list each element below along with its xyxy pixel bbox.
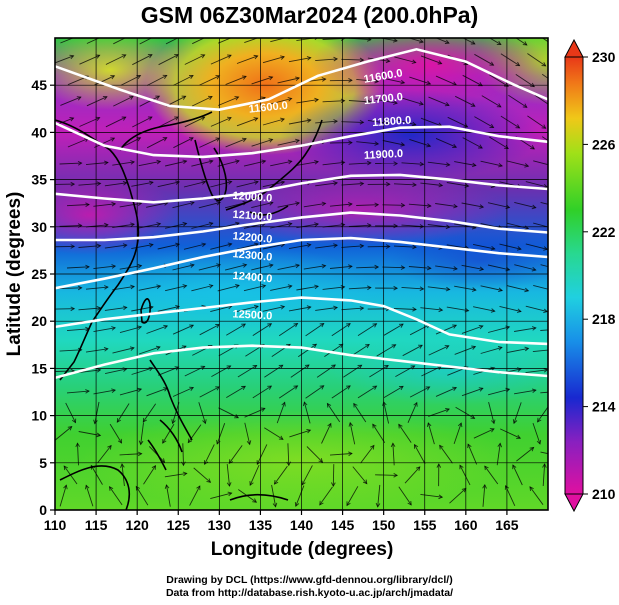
chart-title: GSM 06Z30Mar2024 (200.0hPa) <box>140 2 479 28</box>
coast-new-guinea <box>229 493 289 501</box>
y-tick-label: 25 <box>31 266 47 282</box>
contour-label: 12100.0 <box>232 209 273 224</box>
colorbar-ticks: 230 226 222 218 214 210 <box>583 49 616 502</box>
coastlines <box>55 111 323 510</box>
contour-label: 12500.0 <box>232 308 272 322</box>
y-tick-label: 5 <box>39 455 47 471</box>
x-axis: 110 115 120 125 130 135 140 145 150 155 160 165 <box>44 510 519 533</box>
contour-line <box>55 173 548 204</box>
contour-label: 12300.0 <box>232 248 273 263</box>
y-axis: 0 5 10 15 20 25 30 35 40 45 <box>31 77 55 518</box>
contour-label: 11800.0 <box>372 114 412 129</box>
contour-line <box>55 296 548 346</box>
colorbar-scale <box>564 56 584 495</box>
credit-drawing: Drawing by DCL (https://www.gfd-dennou.o… <box>166 574 453 586</box>
contour-label: 12200.0 <box>232 230 273 245</box>
contour-line <box>55 121 548 159</box>
colorbar: 230 226 222 218 214 210 <box>564 38 616 513</box>
x-tick-label: 110 <box>44 517 67 533</box>
x-tick-label: 140 <box>290 517 314 533</box>
coast-borneo <box>59 465 131 510</box>
colorbar-tick-label: 226 <box>592 136 616 152</box>
contour-line <box>55 47 548 112</box>
x-tick-label: 150 <box>372 517 396 533</box>
x-tick-label: 165 <box>495 517 519 533</box>
colorbar-bottom-arrow <box>564 493 584 513</box>
height-contours: 11600.011600.011700.011800.011900.012000… <box>55 47 548 380</box>
y-tick-label: 40 <box>31 124 47 140</box>
y-tick-label: 30 <box>31 219 47 235</box>
y-tick-label: 20 <box>31 313 47 329</box>
x-tick-label: 130 <box>208 517 232 533</box>
y-tick-label: 10 <box>31 408 47 424</box>
credits: Drawing by DCL (https://www.gfd-dennou.o… <box>0 574 619 600</box>
y-tick-label: 0 <box>39 502 47 518</box>
contour-label: 12400.0 <box>232 270 273 285</box>
colorbar-top-arrow <box>564 38 584 58</box>
x-axis-label: Longitude (degrees) <box>211 539 394 560</box>
contour-line <box>55 211 548 242</box>
y-tick-label: 35 <box>31 172 47 188</box>
contour-line <box>55 236 548 290</box>
coast-korea <box>194 139 228 202</box>
x-tick-label: 115 <box>85 517 108 533</box>
y-tick-label: 15 <box>31 360 47 376</box>
colorbar-tick-label: 230 <box>592 49 616 65</box>
coast-taiwan <box>140 298 151 324</box>
y-axis-label: Latitude (degrees) <box>4 192 25 357</box>
coast-philippines <box>147 359 193 471</box>
gridlines <box>54 38 548 511</box>
y-tick-label: 45 <box>31 77 47 93</box>
contour-label: 11700.0 <box>363 91 403 107</box>
x-tick-label: 160 <box>454 517 478 533</box>
coast-japan <box>225 119 323 216</box>
contour-label: 11600.0 <box>248 100 288 116</box>
x-tick-label: 155 <box>413 517 437 533</box>
colorbar-tick-label: 222 <box>592 224 616 240</box>
contour-label: 12000.0 <box>232 190 273 205</box>
colorbar-tick-label: 210 <box>592 486 616 502</box>
colorbar-tick-label: 218 <box>592 311 616 327</box>
wind-streamlines <box>55 38 548 508</box>
credit-data: Data from http://database.rish.kyoto-u.a… <box>165 587 454 599</box>
contour-label: 11900.0 <box>364 148 404 162</box>
contour-line <box>55 344 548 380</box>
x-tick-label: 125 <box>167 517 191 533</box>
x-tick-label: 135 <box>249 517 273 533</box>
colorbar-tick-label: 214 <box>592 399 616 415</box>
x-tick-label: 145 <box>331 517 355 533</box>
x-tick-label: 120 <box>125 517 149 533</box>
